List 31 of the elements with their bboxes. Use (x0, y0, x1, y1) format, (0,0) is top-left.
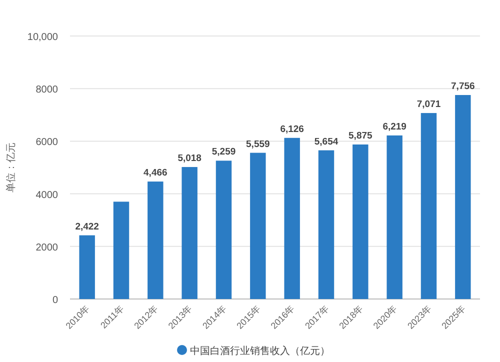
data-label: 7,071 (416, 99, 442, 110)
bar (182, 167, 198, 299)
bar (216, 160, 232, 299)
bar (420, 113, 437, 299)
data-label: 5,654 (314, 136, 339, 148)
data-label: 5,259 (212, 146, 236, 158)
bar (284, 138, 300, 299)
y-tick-label: 4000 (36, 190, 58, 201)
bar (79, 235, 95, 299)
data-label: 5,559 (246, 138, 270, 150)
legend-label: 中国白酒行业销售收入（亿元） (190, 345, 330, 357)
bar (148, 182, 164, 299)
bar (455, 95, 471, 299)
bar (318, 150, 334, 299)
data-label: 5,018 (178, 153, 202, 164)
y-tick-label: 6000 (36, 137, 58, 148)
y-tick-label: 8000 (36, 84, 58, 96)
data-label: 6,219 (382, 121, 406, 132)
data-label: 4,466 (144, 168, 168, 179)
bar (250, 152, 266, 299)
y-tick-label: 0 (52, 295, 58, 306)
bar (352, 144, 368, 299)
bar (386, 135, 402, 299)
y-tick-label: 10,000 (27, 32, 58, 43)
data-label: 2,422 (75, 221, 99, 232)
y-axis-title: 单位：亿元 (5, 142, 17, 192)
data-label: 6,126 (280, 124, 304, 135)
data-label: 5,875 (348, 130, 374, 142)
data-label: 7,756 (451, 81, 475, 92)
bar (113, 202, 130, 299)
y-tick-label: 2000 (36, 242, 58, 254)
